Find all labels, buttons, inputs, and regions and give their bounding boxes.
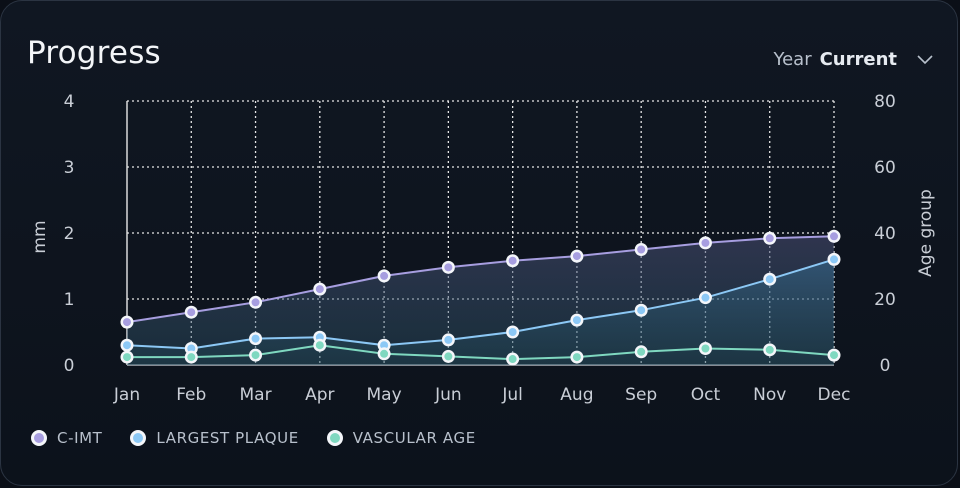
data-point-core bbox=[765, 345, 774, 354]
x-tick-label: Jul bbox=[501, 385, 523, 405]
x-tick-label: Jan bbox=[113, 385, 140, 405]
data-point-core bbox=[508, 256, 517, 265]
data-point-core bbox=[123, 341, 131, 350]
data-point-core bbox=[380, 341, 389, 350]
data-point-core bbox=[765, 234, 774, 243]
data-point-core bbox=[701, 344, 710, 353]
data-point-core bbox=[637, 306, 646, 315]
y-right-tick-label: 40 bbox=[874, 224, 896, 244]
data-point-core bbox=[572, 252, 581, 261]
data-point-core bbox=[380, 271, 389, 280]
data-point-core bbox=[251, 351, 260, 360]
series-line bbox=[126, 258, 835, 350]
x-tick-label: Aug bbox=[560, 385, 593, 405]
y-right-tick-label: 20 bbox=[874, 290, 896, 310]
y-axis-right-title: Age group bbox=[916, 189, 936, 277]
x-tick-label: Sep bbox=[625, 385, 657, 405]
data-point-core bbox=[315, 285, 324, 294]
year-dropdown[interactable]: Year Current bbox=[773, 49, 933, 70]
x-tick-label: May bbox=[367, 385, 402, 405]
data-point-core bbox=[380, 349, 389, 358]
legend-item[interactable]: VASCULAR AGE bbox=[326, 429, 476, 447]
data-point-core bbox=[508, 355, 517, 364]
data-point-core bbox=[572, 316, 581, 325]
legend-swatch bbox=[326, 430, 343, 446]
legend-swatch bbox=[31, 430, 47, 446]
data-point-core bbox=[187, 353, 196, 362]
data-point-core bbox=[701, 238, 710, 247]
y-left-tick-label: 4 bbox=[64, 92, 75, 112]
series-line bbox=[126, 235, 835, 324]
data-point-core bbox=[830, 351, 838, 360]
data-point-core bbox=[123, 318, 131, 327]
legend-label: C-IMT bbox=[57, 429, 103, 447]
data-point-core bbox=[187, 344, 196, 353]
data-point-core bbox=[508, 328, 517, 336]
page-title: Progress bbox=[27, 35, 161, 71]
x-tick-label: Feb bbox=[176, 385, 206, 405]
year-label: Year bbox=[773, 49, 812, 70]
data-point-core bbox=[123, 353, 131, 362]
y-left-tick-label: 0 bbox=[64, 356, 75, 376]
data-point-core bbox=[251, 298, 260, 307]
x-tick-label: Nov bbox=[753, 385, 786, 405]
x-tick-label: Mar bbox=[240, 385, 272, 405]
data-point-core bbox=[444, 352, 453, 361]
y-right-tick-label: 80 bbox=[874, 92, 896, 112]
x-tick-label: Jun bbox=[434, 385, 462, 405]
data-point-core bbox=[187, 308, 196, 317]
data-point-core bbox=[830, 255, 838, 264]
legend-swatch bbox=[130, 430, 147, 446]
data-point-core bbox=[765, 275, 774, 284]
legend-item[interactable]: C-IMT bbox=[31, 429, 102, 447]
progress-chart: 0 0 1 20 2 40 3 60 4 80 Jan Feb Mar Apr May Jun Jul Aug Se… bbox=[30, 92, 936, 405]
data-point-core bbox=[444, 263, 453, 272]
y-right-tick-label: 60 bbox=[874, 158, 896, 178]
y-left-tick-label: 2 bbox=[64, 224, 75, 244]
chart-legend: C-IMT LARGEST PLAQUE VASCULAR AGE bbox=[31, 429, 476, 447]
x-tick-label: Apr bbox=[305, 385, 334, 405]
y-axis-left-title: mm bbox=[30, 220, 50, 253]
data-point-core bbox=[830, 232, 838, 241]
legend-label: VASCULAR AGE bbox=[352, 429, 476, 447]
data-point-core bbox=[701, 293, 710, 302]
data-point-core bbox=[315, 341, 324, 350]
data-point-core bbox=[637, 245, 646, 254]
legend-item[interactable]: LARGEST PLAQUE bbox=[130, 429, 298, 447]
x-tick-label: Oct bbox=[691, 385, 721, 405]
series-line bbox=[127, 344, 835, 361]
y-right-tick-label: 0 bbox=[880, 356, 891, 376]
y-left-tick-label: 3 bbox=[64, 158, 75, 178]
year-value: Current bbox=[819, 49, 897, 70]
x-tick-label: Dec bbox=[818, 385, 851, 405]
y-left-tick-label: 1 bbox=[64, 290, 75, 310]
chevron-down-icon bbox=[917, 54, 933, 64]
legend-label: LARGEST PLAQUE bbox=[156, 429, 299, 447]
data-point-core bbox=[251, 334, 260, 343]
data-point-core bbox=[637, 347, 646, 356]
data-point-core bbox=[444, 335, 453, 344]
data-point-core bbox=[572, 353, 581, 362]
